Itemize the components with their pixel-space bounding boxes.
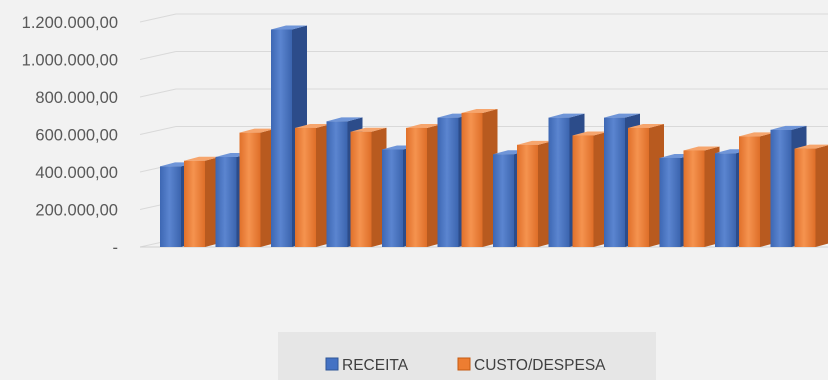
bar <box>628 123 664 247</box>
bar <box>350 127 387 247</box>
bar <box>239 128 276 247</box>
bar <box>184 156 220 247</box>
bar <box>794 144 828 247</box>
y-tick-label: 800.000,00 <box>35 89 118 107</box>
y-tick-label: 1.200.000,00 <box>22 14 118 32</box>
y-tick-label: - <box>113 239 119 257</box>
y-axis-labels: - 200.000,00 400.000,00 600.000,00 800.000,0… <box>22 14 118 257</box>
bar <box>406 123 442 247</box>
bar <box>517 140 553 247</box>
bar <box>683 146 720 247</box>
legend-label: RECEITA <box>342 357 409 374</box>
gridline-left <box>139 13 177 23</box>
bar <box>572 131 609 247</box>
bar <box>461 108 498 247</box>
bar <box>295 123 331 247</box>
legend-background <box>278 332 656 380</box>
legend-swatch <box>325 357 339 371</box>
legend-label: CUSTO/DESPESA <box>474 357 606 374</box>
y-tick-label: 400.000,00 <box>35 164 118 182</box>
bars <box>160 25 828 247</box>
gridline-left <box>139 126 177 135</box>
y-tick-label: 200.000,00 <box>35 202 118 220</box>
y-tick-label: 600.000,00 <box>35 127 118 145</box>
bar <box>739 132 775 247</box>
gridline-left <box>139 51 177 60</box>
y-tick-label: 1.000.000,00 <box>22 52 118 70</box>
legend-swatch <box>457 357 471 371</box>
gridline-left <box>139 88 177 98</box>
legend: RECEITA CUSTO/DESPESA <box>278 332 656 380</box>
